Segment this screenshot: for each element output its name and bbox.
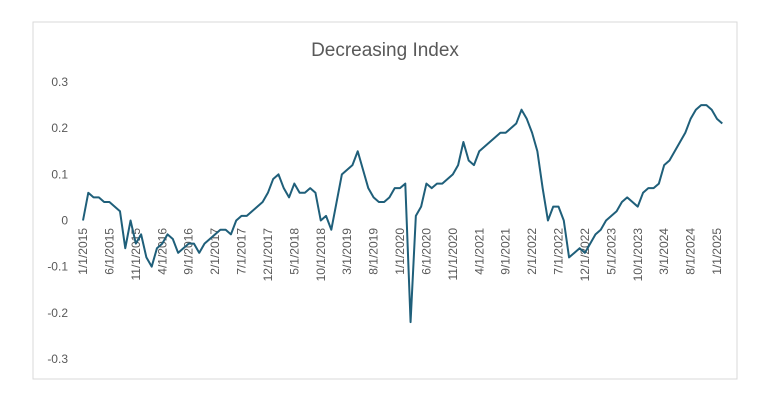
x-tick-label: 11/1/2015 bbox=[129, 228, 143, 281]
x-tick-label: 1/1/2015 bbox=[76, 228, 90, 275]
x-tick-label: 12/1/2017 bbox=[261, 228, 275, 282]
x-tick-label: 4/1/2021 bbox=[472, 228, 486, 275]
x-tick-label: 1/1/2025 bbox=[710, 228, 724, 275]
x-tick-label: 10/1/2023 bbox=[631, 228, 645, 282]
data-line bbox=[82, 104, 723, 324]
y-tick-label: 0.3 bbox=[51, 75, 68, 89]
y-tick-label: -0.2 bbox=[47, 306, 68, 320]
x-tick-label: 7/1/2017 bbox=[235, 228, 249, 275]
y-tick-label: 0.1 bbox=[51, 167, 68, 181]
x-tick-label: 10/1/2018 bbox=[314, 228, 328, 282]
y-tick-label: 0 bbox=[61, 214, 68, 228]
x-tick-label: 12/1/2022 bbox=[578, 228, 592, 282]
x-tick-label: 9/1/2021 bbox=[499, 228, 513, 275]
x-tick-label: 3/1/2024 bbox=[657, 228, 671, 275]
y-tick-label: 0.2 bbox=[51, 121, 68, 135]
x-tick-label: 5/1/2023 bbox=[604, 228, 618, 275]
y-tick-label: -0.3 bbox=[47, 352, 68, 366]
x-tick-label: 7/1/2022 bbox=[552, 228, 566, 275]
x-tick-label: 6/1/2015 bbox=[102, 228, 116, 275]
x-tick-label: 9/1/2016 bbox=[182, 228, 196, 275]
x-tick-label: 3/1/2019 bbox=[340, 228, 354, 275]
chart-title: Decreasing Index bbox=[311, 40, 459, 61]
x-tick-label: 11/1/2020 bbox=[446, 228, 460, 281]
y-tick-label: -0.1 bbox=[47, 260, 68, 274]
x-tick-label: 8/1/2019 bbox=[367, 228, 381, 275]
x-tick-label: 6/1/2020 bbox=[419, 228, 433, 275]
x-tick-label: 2/1/2017 bbox=[208, 228, 222, 275]
x-tick-label: 1/1/2020 bbox=[393, 228, 407, 275]
x-tick-label: 5/1/2018 bbox=[287, 228, 301, 275]
x-tick-label: 2/1/2022 bbox=[525, 228, 539, 275]
x-tick-label: 8/1/2024 bbox=[684, 228, 698, 275]
